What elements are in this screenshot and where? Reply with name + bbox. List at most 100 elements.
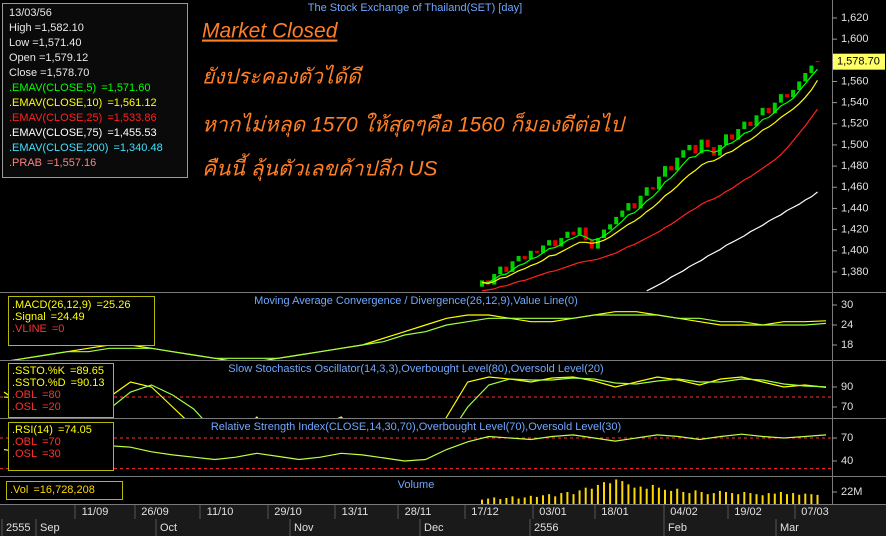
candle [614, 216, 619, 225]
panel [0, 433, 832, 470]
legend-name: .EMAV(CLOSE,5) [9, 82, 96, 94]
candle [534, 250, 539, 253]
legend-name: .RSI(14) [12, 424, 53, 436]
legend-value: =1,455.53 [107, 127, 156, 139]
month-label: 2556 [534, 522, 558, 534]
volume-bar [779, 492, 782, 504]
legend-entry: .OSL =30 [12, 448, 61, 460]
x-tick-label: 28/11 [405, 506, 432, 518]
candle [589, 240, 594, 249]
panel-title: Slow Stochastics Oscillator(14,3,3),Over… [228, 363, 603, 375]
candle [766, 107, 771, 114]
month-label: Feb [668, 522, 687, 534]
volume-bar [627, 484, 630, 504]
candle [724, 134, 728, 145]
legend-entry: .EMAV(CLOSE,5) =1,571.60 [9, 82, 150, 94]
annotation: ยังประคองตัวได้ดี [202, 65, 364, 89]
candle [547, 240, 552, 246]
candle [602, 229, 606, 239]
legend-entry: .MACD(26,12,9) =25.26 [12, 299, 130, 311]
x-tick-label: 07/03 [801, 506, 829, 518]
legend-name: .EMAV(CLOSE,10) [9, 97, 102, 109]
legend-value: =1,557.16 [47, 157, 96, 169]
y-tick-label: 1,540 [841, 97, 869, 109]
candle [595, 238, 600, 249]
volume-bar [798, 494, 801, 504]
legend-entry: .Vol =16,728,208 [10, 484, 95, 496]
legend-entry: .EMAV(CLOSE,75) =1,455.53 [9, 127, 157, 139]
series-line [481, 79, 819, 285]
annotation: คืนนี้ ลุ้นตัวเลขค้าปลีก US [202, 153, 437, 182]
volume-bar [621, 481, 624, 504]
legend-name: .SSTO.%K [12, 365, 66, 377]
volume-bar [542, 495, 544, 504]
candle [559, 238, 564, 247]
candle [480, 280, 484, 287]
volume-bar [603, 482, 605, 504]
series-line [3, 376, 827, 418]
volume-bar [560, 493, 563, 504]
series-line [10, 311, 827, 360]
panel [481, 479, 819, 504]
series-line [3, 377, 827, 418]
y-tick-label: 1,500 [841, 139, 869, 151]
volume-bar [499, 499, 502, 504]
candle [748, 121, 753, 126]
volume-bar [554, 496, 557, 504]
volume-bar [731, 493, 734, 504]
y-tick-label: 30 [841, 299, 853, 311]
legend-name: .OSL [12, 448, 37, 460]
legend-entry: .SSTO.%K =89.65 [12, 365, 104, 377]
y-tick-label: 24 [841, 319, 853, 331]
text-layer: The Stock Exchange of Thailand(SET) [day… [1, 2, 829, 536]
volume-bar [572, 494, 575, 504]
price-tag [833, 53, 885, 70]
legend-name: .PRAB [9, 157, 42, 169]
legend-entry: .VLINE =0 [12, 323, 64, 335]
candle [699, 139, 704, 154]
candle [528, 250, 533, 260]
panel-title: Volume [398, 479, 435, 491]
volume-bar [670, 490, 673, 504]
plot-layer: 1,380 1,400 1,420 1,440 1,460 1,480 1,500 1,520… [0, 12, 885, 504]
y-tick-label: 1,380 [841, 266, 869, 278]
legend-value: =80 [42, 389, 61, 401]
volume-bar [749, 493, 752, 504]
volume-bar [493, 497, 496, 504]
candle [650, 187, 655, 190]
month-label: Sep [40, 522, 60, 534]
legend-entry: .EMAV(CLOSE,10) =1,561.12 [9, 97, 157, 109]
info-line: Open =1,579.12 [9, 52, 88, 64]
candle [736, 129, 741, 140]
candle [791, 89, 796, 98]
volume-bar [511, 496, 514, 504]
candle [644, 187, 649, 196]
volume-bar [761, 495, 764, 504]
series-line [10, 314, 827, 360]
candle [705, 139, 710, 148]
legend-entry: .OBL =70 [12, 436, 61, 448]
info-line: 13/03/56 [9, 7, 52, 19]
candle [675, 157, 680, 171]
series-line [3, 433, 827, 462]
volume-bar [725, 492, 727, 504]
x-tick-label: 29/10 [274, 506, 302, 518]
volume-bar [743, 492, 746, 504]
candle [504, 266, 509, 272]
y-tick-label: 1,620 [841, 12, 869, 24]
x-tick-label: 13/11 [342, 506, 369, 518]
legend-name: .Signal [12, 311, 46, 323]
candle [803, 73, 808, 82]
volume-bar [548, 494, 551, 504]
y-tick-label: 70 [841, 432, 853, 444]
candle [760, 107, 765, 116]
panel [0, 376, 832, 418]
volume-bar [682, 492, 685, 504]
legend-value: =1,571.60 [101, 82, 150, 94]
volume-bar [694, 490, 697, 504]
x-tick-label: 04/02 [670, 506, 698, 518]
volume-bar [505, 498, 508, 504]
legend-name: .Vol [10, 484, 28, 496]
y-tick-label: 40 [841, 455, 853, 467]
